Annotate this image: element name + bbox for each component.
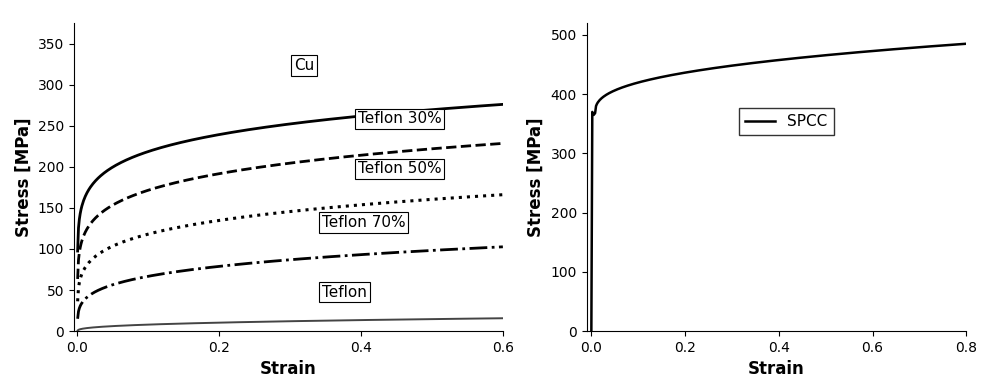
X-axis label: Strain: Strain	[748, 360, 805, 378]
Legend: SPCC: SPCC	[739, 108, 834, 135]
Text: Teflon 30%: Teflon 30%	[358, 111, 442, 126]
Y-axis label: Stress [MPa]: Stress [MPa]	[528, 117, 545, 237]
Text: Teflon: Teflon	[322, 285, 367, 300]
Text: Teflon 70%: Teflon 70%	[322, 215, 405, 230]
Text: Teflon 50%: Teflon 50%	[358, 161, 441, 176]
Y-axis label: Stress [MPa]: Stress [MPa]	[15, 117, 33, 237]
Text: Cu: Cu	[294, 58, 314, 73]
X-axis label: Strain: Strain	[260, 360, 317, 378]
